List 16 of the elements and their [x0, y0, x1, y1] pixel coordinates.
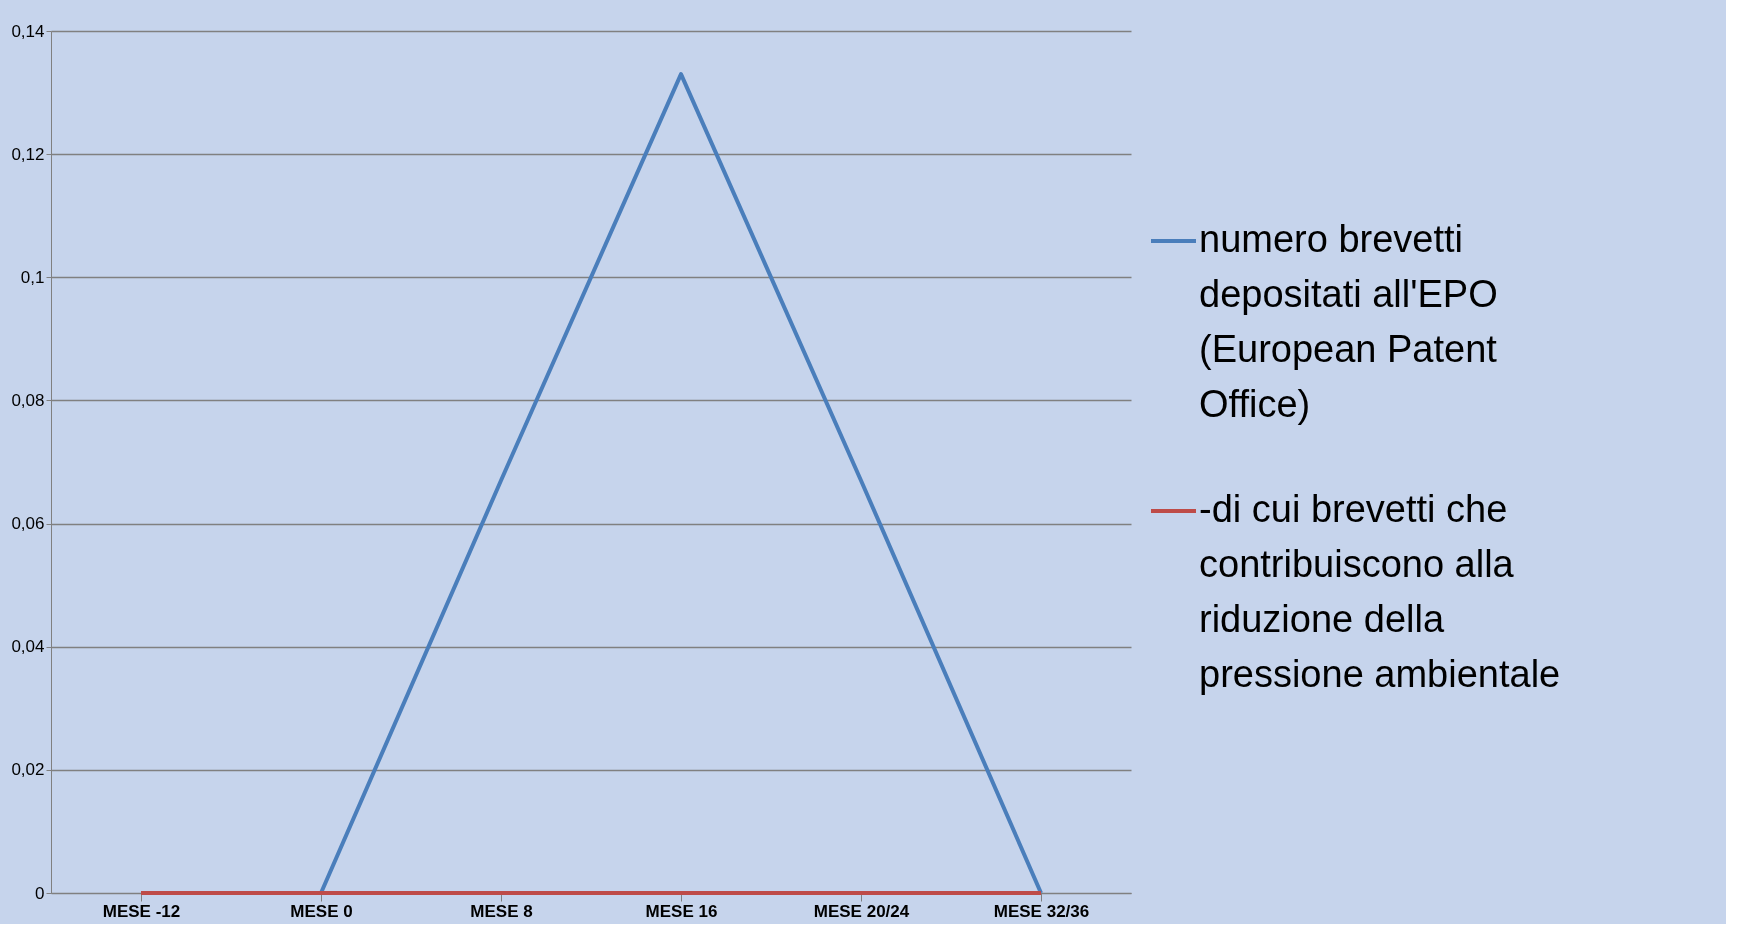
- x-tick-label: MESE -12: [102, 901, 181, 921]
- y-tick-label: 0,08: [11, 390, 45, 410]
- legend-label: -di cui brevetti che contribuiscono alla riduzione della pressione ambientale: [1199, 488, 1561, 695]
- y-tick-label: 0: [35, 883, 45, 903]
- x-tick-label: MESE 16: [645, 901, 718, 921]
- y-tick-label: 0,14: [11, 21, 45, 41]
- x-tick-label: MESE 8: [470, 901, 533, 921]
- legend-label: numero brevetti depositati all'EPO (European Patent Office): [1199, 218, 1498, 425]
- x-tick-label: MESE 0: [290, 901, 353, 921]
- y-tick-label: 0,1: [20, 267, 45, 287]
- x-tick-label: MESE 20/24: [813, 901, 910, 921]
- y-tick-label: 0,04: [11, 637, 45, 657]
- x-tick-label: MESE 32/36: [993, 901, 1090, 921]
- y-tick-label: 0,02: [11, 760, 45, 780]
- y-tick-label: 0,06: [11, 514, 45, 534]
- y-tick-label: 0,12: [11, 144, 45, 164]
